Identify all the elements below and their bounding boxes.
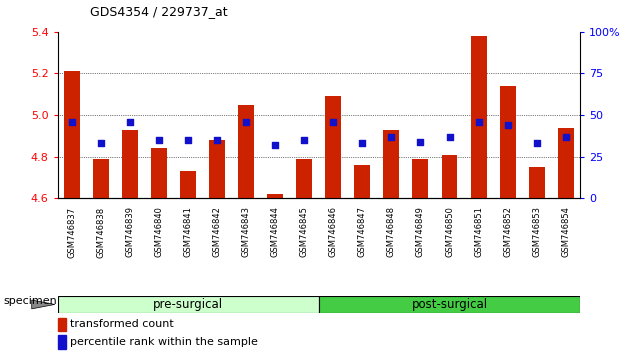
- Point: [531, 141, 542, 146]
- Bar: [470, 36, 487, 198]
- Text: GSM746843: GSM746843: [242, 206, 251, 257]
- Text: GSM746844: GSM746844: [271, 206, 280, 257]
- Text: GSM746849: GSM746849: [416, 206, 425, 257]
- Point: [67, 119, 78, 125]
- Bar: [267, 194, 283, 198]
- Point: [183, 137, 194, 143]
- Text: GSM746842: GSM746842: [213, 206, 222, 257]
- Bar: [383, 130, 399, 198]
- Text: GSM746838: GSM746838: [97, 206, 106, 258]
- Text: GSM746853: GSM746853: [532, 206, 541, 257]
- Bar: [210, 140, 225, 198]
- Bar: [326, 96, 342, 198]
- Bar: [58, 296, 319, 313]
- Point: [474, 119, 484, 125]
- Bar: [58, 335, 65, 349]
- Text: GDS4354 / 229737_at: GDS4354 / 229737_at: [90, 5, 228, 18]
- Point: [241, 119, 251, 125]
- Text: GSM746840: GSM746840: [154, 206, 163, 257]
- Text: GSM746839: GSM746839: [126, 206, 135, 257]
- Point: [415, 139, 426, 144]
- Text: GSM746837: GSM746837: [68, 206, 77, 258]
- Text: GSM746847: GSM746847: [358, 206, 367, 257]
- Bar: [180, 171, 196, 198]
- Text: pre-surgical: pre-surgical: [153, 298, 223, 311]
- Point: [387, 134, 397, 139]
- Bar: [58, 318, 65, 331]
- Text: specimen: specimen: [3, 296, 57, 306]
- Text: GSM746854: GSM746854: [561, 206, 570, 257]
- Point: [299, 137, 310, 143]
- Text: GSM746841: GSM746841: [184, 206, 193, 257]
- Text: GSM746846: GSM746846: [329, 206, 338, 257]
- Text: GSM746852: GSM746852: [503, 206, 512, 257]
- Text: post-surgical: post-surgical: [412, 298, 488, 311]
- Bar: [296, 159, 312, 198]
- Bar: [319, 296, 580, 313]
- Bar: [499, 86, 515, 198]
- Polygon shape: [32, 300, 54, 309]
- Bar: [413, 159, 428, 198]
- Bar: [93, 159, 109, 198]
- Bar: [238, 105, 254, 198]
- Point: [444, 134, 454, 139]
- Bar: [354, 165, 370, 198]
- Text: GSM746845: GSM746845: [300, 206, 309, 257]
- Text: percentile rank within the sample: percentile rank within the sample: [71, 337, 258, 347]
- Bar: [442, 155, 458, 198]
- Point: [328, 119, 338, 125]
- Point: [503, 122, 513, 128]
- Point: [560, 134, 570, 139]
- Text: GSM746851: GSM746851: [474, 206, 483, 257]
- Bar: [122, 130, 138, 198]
- Bar: [64, 72, 80, 198]
- Text: GSM746848: GSM746848: [387, 206, 396, 257]
- Text: transformed count: transformed count: [71, 319, 174, 329]
- Point: [357, 141, 367, 146]
- Point: [271, 142, 281, 148]
- Text: GSM746850: GSM746850: [445, 206, 454, 257]
- Point: [96, 141, 106, 146]
- Point: [154, 137, 164, 143]
- Bar: [558, 127, 574, 198]
- Point: [212, 137, 222, 143]
- Bar: [151, 148, 167, 198]
- Point: [125, 119, 135, 125]
- Bar: [529, 167, 545, 198]
